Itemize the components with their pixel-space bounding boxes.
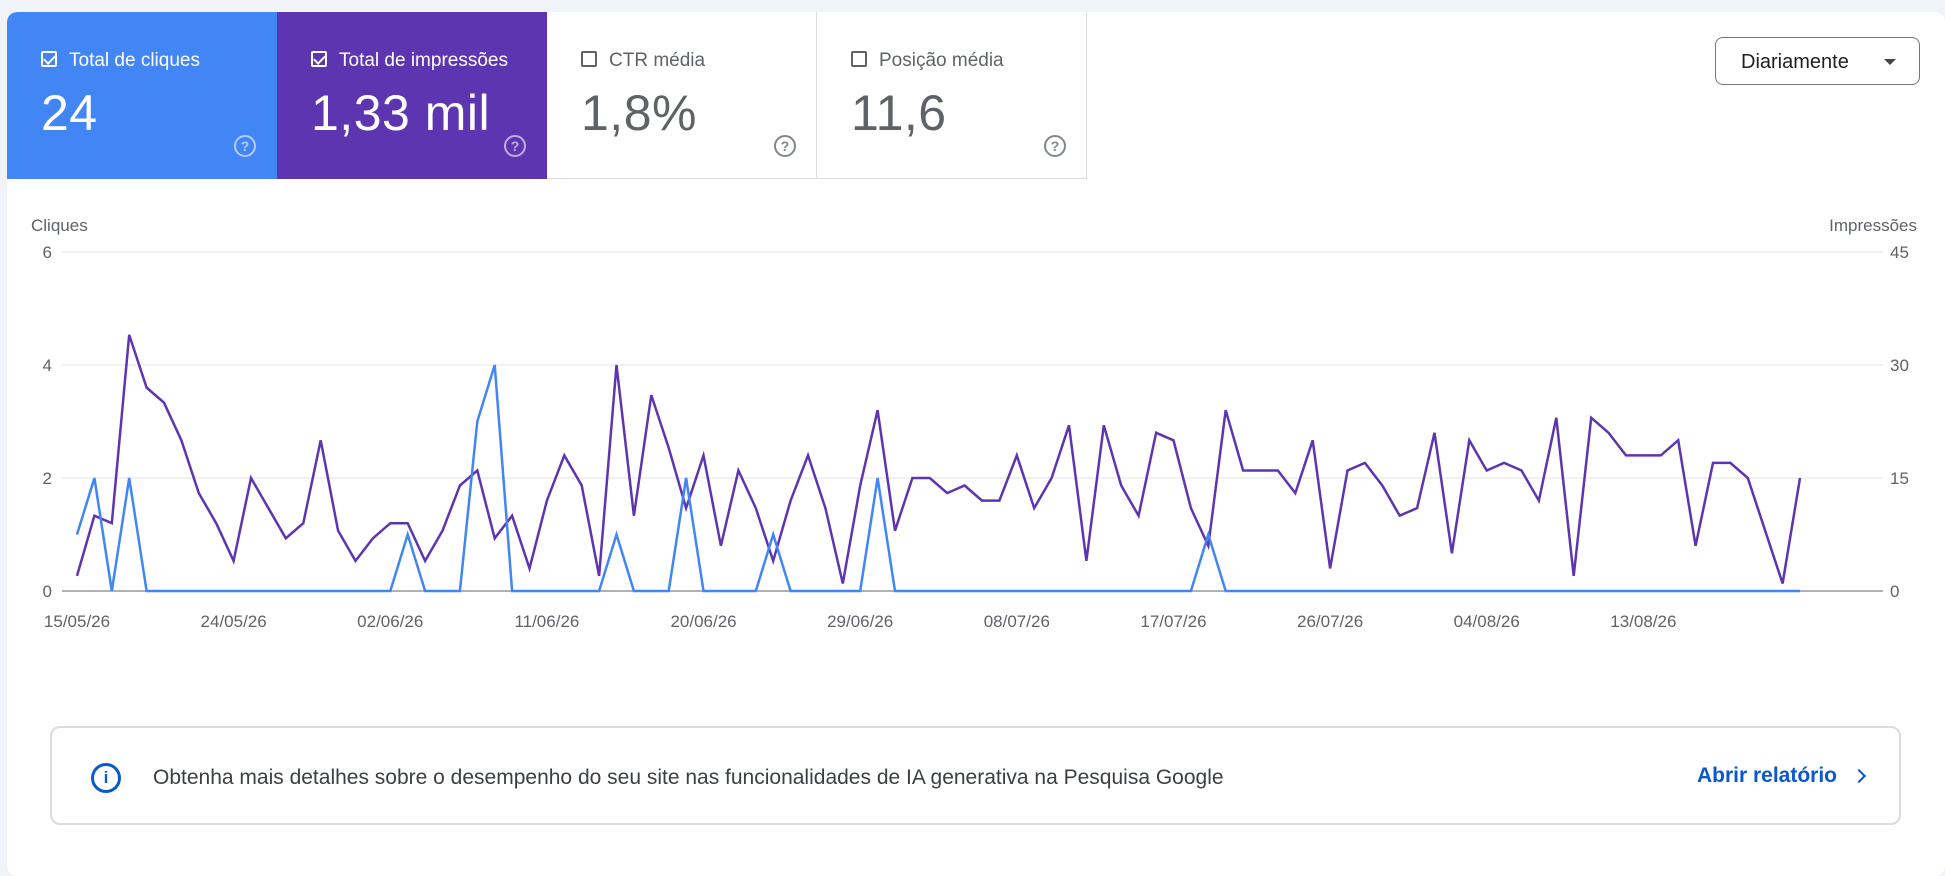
left-tick-label: 6 bbox=[43, 243, 52, 262]
left-tick-label: 2 bbox=[43, 469, 52, 488]
caret-down-icon bbox=[1884, 59, 1896, 65]
x-tick-label: 11/06/26 bbox=[514, 612, 579, 631]
checkbox-unchecked-icon[interactable] bbox=[851, 51, 867, 67]
metric-cards: Total de cliques 24 ? Total de impressõe… bbox=[7, 12, 1087, 179]
chevron-right-icon bbox=[1851, 768, 1867, 784]
x-tick-label: 08/07/26 bbox=[984, 612, 1050, 631]
metric-value: 24 bbox=[41, 85, 98, 141]
checkbox-checked-icon[interactable] bbox=[311, 51, 327, 67]
x-tick-label: 13/08/26 bbox=[1610, 612, 1676, 631]
open-report-link[interactable]: Abrir relatório bbox=[1696, 764, 1867, 788]
x-tick-label: 04/08/26 bbox=[1454, 612, 1520, 631]
metric-card-clicks[interactable]: Total de cliques 24 ? bbox=[7, 12, 277, 179]
x-tick-label: 20/06/26 bbox=[670, 612, 736, 631]
metric-card-impressions[interactable]: Total de impressões 1,33 mil ? bbox=[277, 12, 547, 179]
right-axis-title: Impressões bbox=[1829, 216, 1917, 235]
help-icon[interactable]: ? bbox=[774, 135, 796, 157]
left-tick-label: 0 bbox=[43, 582, 52, 601]
x-tick-label: 15/05/26 bbox=[44, 612, 110, 631]
metric-value: 1,33 mil bbox=[311, 85, 491, 141]
banner-text: Obtenha mais detalhes sobre o desempenho… bbox=[153, 766, 1224, 789]
right-tick-label: 45 bbox=[1890, 243, 1909, 262]
period-dropdown[interactable]: Diariamente bbox=[1715, 37, 1920, 85]
open-report-label: Abrir relatório bbox=[1696, 764, 1837, 787]
metric-value: 11,6 bbox=[851, 85, 947, 141]
metric-value: 1,8% bbox=[581, 85, 697, 141]
checkbox-unchecked-icon[interactable] bbox=[581, 51, 597, 67]
right-tick-label: 30 bbox=[1890, 356, 1909, 375]
series-line-clicks bbox=[75, 364, 1800, 593]
help-icon[interactable]: ? bbox=[1044, 135, 1066, 157]
x-tick-label: 02/06/26 bbox=[357, 612, 423, 631]
left-tick-label: 4 bbox=[43, 356, 52, 375]
info-icon: i bbox=[91, 763, 121, 793]
performance-chart: 0 0 2 15 4 30 6 45 Cliques Impressões 15/05/26 24/0… bbox=[31, 216, 1917, 631]
checkbox-checked-icon[interactable] bbox=[41, 51, 57, 67]
performance-panel: Total de cliques 24 ? Total de impressõe… bbox=[7, 12, 1945, 876]
period-dropdown-value: Diariamente bbox=[1741, 51, 1849, 73]
metric-card-position[interactable]: Posição média 11,6 ? bbox=[817, 12, 1087, 179]
x-tick-label: 29/06/26 bbox=[827, 612, 893, 631]
help-icon[interactable]: ? bbox=[504, 135, 526, 157]
help-icon[interactable]: ? bbox=[234, 135, 256, 157]
x-tick-label: 26/07/26 bbox=[1297, 612, 1363, 631]
series-line-impressions bbox=[75, 334, 1802, 584]
right-tick-label: 0 bbox=[1890, 582, 1899, 601]
x-tick-label: 17/07/26 bbox=[1140, 612, 1206, 631]
ai-features-banner: i Obtenha mais detalhes sobre o desempen… bbox=[50, 726, 1901, 825]
x-tick-label: 24/05/26 bbox=[201, 612, 267, 631]
metric-card-ctr[interactable]: CTR média 1,8% ? bbox=[547, 12, 817, 179]
right-tick-label: 15 bbox=[1890, 469, 1909, 488]
left-axis-title: Cliques bbox=[31, 216, 88, 235]
